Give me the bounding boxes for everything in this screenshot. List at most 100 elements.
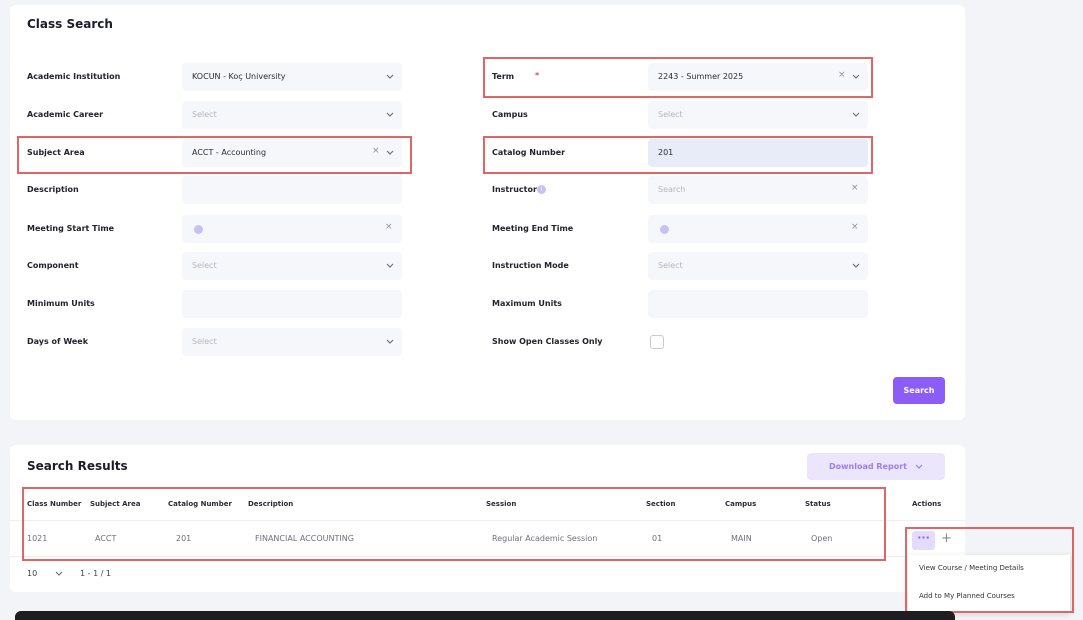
chevron xyxy=(386,339,394,344)
field-label: Catalog Number xyxy=(492,148,566,157)
menu-item[interactable]: View Course / Meeting Details xyxy=(919,564,1024,572)
input-value: 201 xyxy=(658,148,674,157)
divider xyxy=(10,556,965,557)
cell: ACCT xyxy=(95,534,117,543)
input[interactable] xyxy=(182,252,402,280)
input[interactable] xyxy=(648,252,868,280)
cell: Regular Academic Session xyxy=(492,534,598,543)
page-range: 1 - 1 / 1 xyxy=(80,569,112,578)
chevron xyxy=(55,571,63,576)
cell: MAIN xyxy=(731,534,752,543)
required-mark: * xyxy=(535,71,540,80)
field-label: Instructor xyxy=(492,185,537,194)
clear-icon: × xyxy=(851,183,859,193)
field-label: Description xyxy=(27,185,79,194)
input-value: 2243 - Summer 2025 xyxy=(658,72,744,81)
input[interactable] xyxy=(648,101,868,129)
card-title: Class Search xyxy=(27,17,113,31)
download-label: Download Report xyxy=(829,462,907,471)
add-button[interactable]: + xyxy=(941,531,952,546)
field-label: Instruction Mode xyxy=(492,261,569,270)
input[interactable] xyxy=(648,215,868,243)
column-header: Subject Area xyxy=(90,500,141,508)
highlight xyxy=(22,487,886,561)
field-label: Meeting Start Time xyxy=(27,224,115,233)
info-icon: i xyxy=(537,185,546,194)
chevron xyxy=(386,263,394,268)
input[interactable] xyxy=(648,176,868,204)
results-title: Search Results xyxy=(27,459,128,473)
field-label: Academic Career xyxy=(27,110,104,119)
bottom-bar xyxy=(15,611,955,620)
clock-icon xyxy=(660,225,669,234)
field-label: Academic Institution xyxy=(27,72,121,81)
clear-icon: × xyxy=(372,146,380,156)
input-value: KOCUN - Koç University xyxy=(192,72,286,81)
column-header: Section xyxy=(646,500,676,508)
column-header: Status xyxy=(805,500,831,508)
chevron xyxy=(386,150,394,155)
input[interactable] xyxy=(182,139,402,167)
actions-menu xyxy=(908,555,1070,612)
chevron xyxy=(852,74,860,79)
input-placeholder: Select xyxy=(658,261,683,270)
input[interactable] xyxy=(648,290,868,318)
chevron xyxy=(915,464,923,469)
highlight xyxy=(483,136,873,174)
highlight xyxy=(483,57,873,98)
field-label: Minimum Units xyxy=(27,299,95,308)
input-placeholder: Select xyxy=(658,110,683,119)
column-header: Actions xyxy=(912,500,942,508)
field-label: Maximum Units xyxy=(492,299,562,308)
actions-button[interactable]: ··· xyxy=(912,531,935,550)
field-label: Show Open Classes Only xyxy=(492,337,603,346)
input[interactable] xyxy=(182,290,402,318)
column-header: Catalog Number xyxy=(168,500,232,508)
input[interactable] xyxy=(182,63,402,91)
field-label: Days of Week xyxy=(27,337,89,346)
input-placeholder: Search xyxy=(658,185,686,194)
clear-icon: × xyxy=(385,222,393,232)
clock-icon xyxy=(194,225,203,234)
column-header: Campus xyxy=(725,500,757,508)
field-label: Meeting End Time xyxy=(492,224,574,233)
input-placeholder: Select xyxy=(192,261,217,270)
cell: 01 xyxy=(652,534,663,543)
input[interactable] xyxy=(182,176,402,204)
input[interactable] xyxy=(182,215,402,243)
page-size[interactable]: 10 xyxy=(27,569,38,578)
field-label: Campus xyxy=(492,110,528,119)
field-label: Term xyxy=(492,72,515,81)
input[interactable] xyxy=(648,139,868,167)
chevron xyxy=(386,74,394,79)
column-header: Session xyxy=(486,500,517,508)
divider xyxy=(10,520,965,521)
column-header: Class Number xyxy=(27,500,82,508)
field-label: Component xyxy=(27,261,79,270)
download-button[interactable]: Download Report xyxy=(807,453,945,480)
highlight xyxy=(905,527,1074,613)
input[interactable] xyxy=(648,63,868,91)
input-placeholder: Select xyxy=(192,110,217,119)
results-card xyxy=(10,445,965,592)
input-placeholder: Select xyxy=(192,337,217,346)
field-label: Subject Area xyxy=(27,148,85,157)
chevron xyxy=(386,112,394,117)
column-header: Description xyxy=(248,500,294,508)
clear-icon: × xyxy=(851,222,859,232)
cell: FINANCIAL ACCOUNTING xyxy=(255,534,354,543)
checkbox[interactable] xyxy=(650,335,664,349)
input[interactable] xyxy=(182,101,402,129)
input[interactable] xyxy=(182,328,402,356)
cell: 201 xyxy=(176,534,192,543)
chevron xyxy=(852,263,860,268)
menu-item[interactable]: Add to My Planned Courses xyxy=(919,592,1015,600)
cell: Open xyxy=(811,534,833,543)
highlight xyxy=(17,136,412,174)
input-value: ACCT - Accounting xyxy=(192,148,267,157)
chevron xyxy=(852,112,860,117)
cell: 1021 xyxy=(27,534,48,543)
search-button[interactable]: Search xyxy=(893,377,945,404)
clear-icon: × xyxy=(838,70,846,80)
